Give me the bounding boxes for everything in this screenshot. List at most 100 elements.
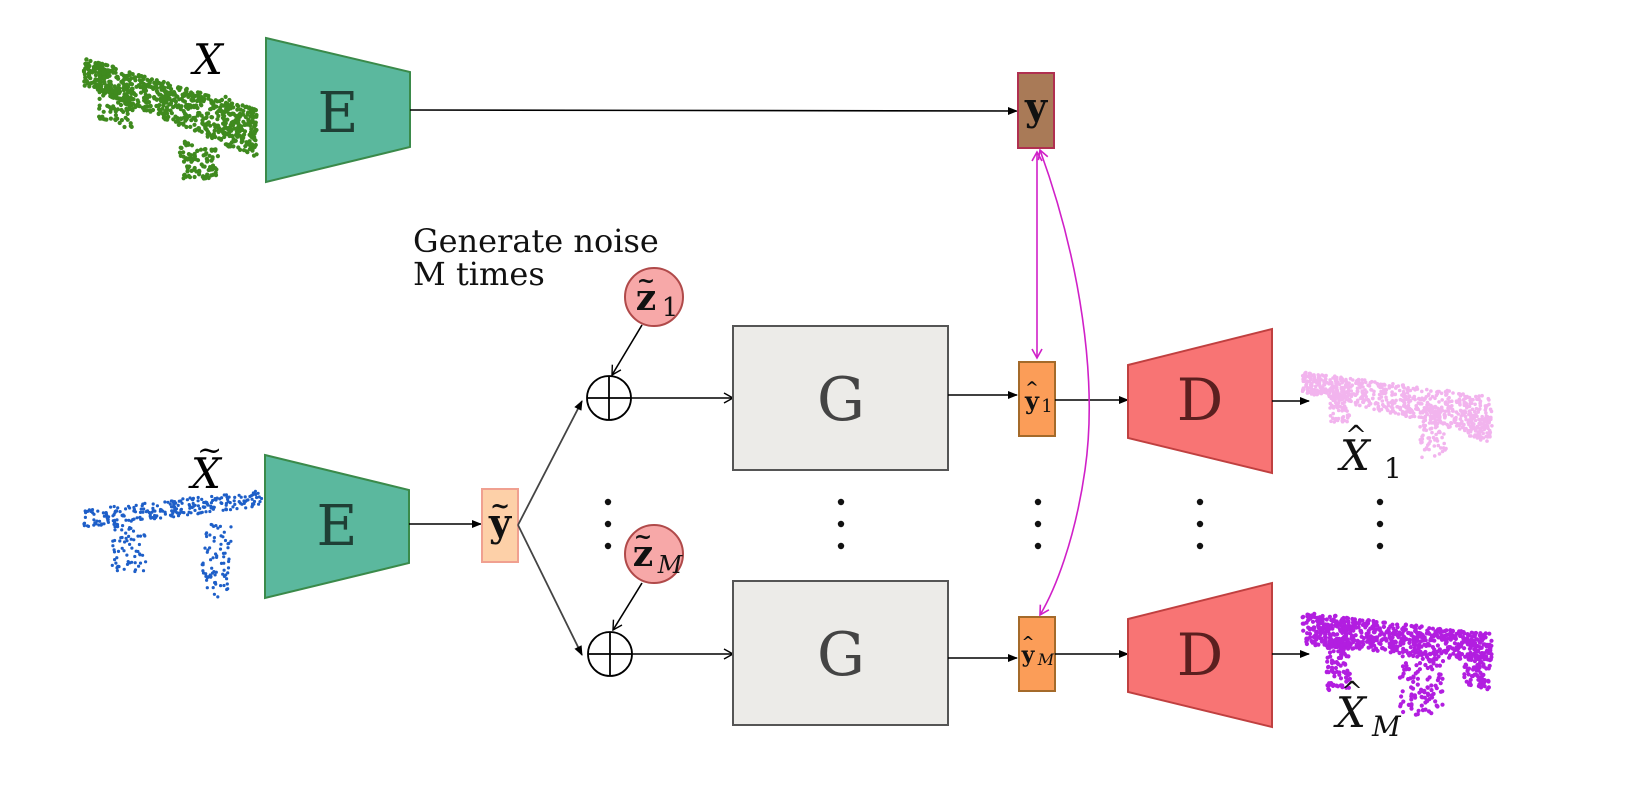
point — [226, 546, 230, 550]
point — [1384, 405, 1389, 410]
point — [1433, 425, 1438, 430]
point — [215, 124, 220, 129]
point — [113, 113, 118, 118]
point — [1351, 628, 1356, 633]
point — [1390, 393, 1394, 397]
point — [1408, 645, 1413, 650]
point — [248, 123, 253, 128]
decoder-m-label: D — [1177, 621, 1224, 689]
point — [1400, 654, 1405, 659]
point — [1435, 390, 1439, 394]
point — [1313, 378, 1318, 383]
point — [1477, 397, 1481, 401]
point — [126, 504, 131, 508]
point — [181, 150, 186, 155]
point — [1361, 398, 1366, 402]
point — [1437, 647, 1442, 652]
point — [1474, 654, 1479, 660]
point — [151, 516, 155, 520]
point — [1336, 639, 1341, 644]
point — [1364, 639, 1370, 644]
point — [144, 510, 148, 514]
point — [203, 115, 209, 121]
point — [1332, 613, 1338, 619]
point — [1443, 641, 1448, 646]
point — [87, 63, 92, 69]
point — [130, 101, 136, 106]
point — [220, 496, 224, 500]
point — [141, 510, 145, 514]
point — [186, 94, 191, 99]
point — [1482, 684, 1487, 689]
point — [171, 511, 175, 515]
point — [1336, 408, 1341, 413]
point — [196, 495, 200, 500]
point — [222, 555, 226, 559]
point — [148, 513, 152, 517]
point — [111, 539, 115, 543]
point — [1473, 418, 1478, 423]
point — [1344, 615, 1349, 621]
point — [1318, 632, 1323, 637]
point — [1462, 675, 1467, 680]
point — [97, 106, 102, 111]
point — [139, 80, 144, 85]
point — [1312, 611, 1317, 616]
point — [1402, 393, 1406, 398]
point — [206, 548, 210, 552]
point — [1463, 414, 1468, 419]
point — [1469, 674, 1475, 679]
point — [212, 536, 216, 540]
point — [1411, 679, 1416, 685]
point — [1310, 640, 1315, 645]
point — [1333, 391, 1337, 395]
point — [222, 493, 226, 497]
point — [1464, 417, 1468, 422]
input-point-cloud — [81, 57, 259, 181]
point — [228, 508, 233, 512]
point — [1309, 383, 1313, 387]
noise-zm-circle — [624, 524, 684, 584]
point — [1311, 625, 1316, 630]
point — [1437, 672, 1442, 677]
point — [252, 144, 257, 150]
point — [184, 117, 189, 122]
point — [166, 85, 171, 90]
point — [1366, 630, 1371, 636]
point — [124, 98, 129, 103]
point — [1412, 414, 1417, 419]
point — [221, 551, 226, 556]
point — [135, 516, 139, 520]
point — [1440, 435, 1444, 440]
point — [1478, 631, 1483, 636]
noise-caption-line2: M times — [413, 255, 545, 293]
point — [1334, 621, 1339, 626]
point — [1444, 392, 1448, 396]
point — [116, 549, 121, 554]
point — [224, 508, 228, 512]
point — [1398, 704, 1403, 709]
point — [184, 124, 189, 130]
point — [112, 84, 117, 89]
point — [253, 114, 258, 119]
point — [1344, 377, 1348, 382]
point — [181, 497, 185, 501]
point — [159, 516, 163, 520]
point — [98, 519, 102, 523]
point — [1308, 635, 1313, 640]
point — [198, 147, 204, 152]
point — [1428, 397, 1432, 401]
point — [151, 502, 155, 506]
point — [1417, 396, 1421, 401]
point — [1432, 454, 1437, 458]
point — [150, 107, 156, 113]
point — [118, 102, 124, 108]
point — [1418, 425, 1422, 429]
point — [127, 534, 131, 539]
point — [205, 534, 209, 539]
point — [113, 558, 117, 562]
point — [1473, 630, 1479, 636]
point — [230, 111, 235, 116]
point — [166, 500, 170, 504]
point — [1467, 404, 1472, 409]
